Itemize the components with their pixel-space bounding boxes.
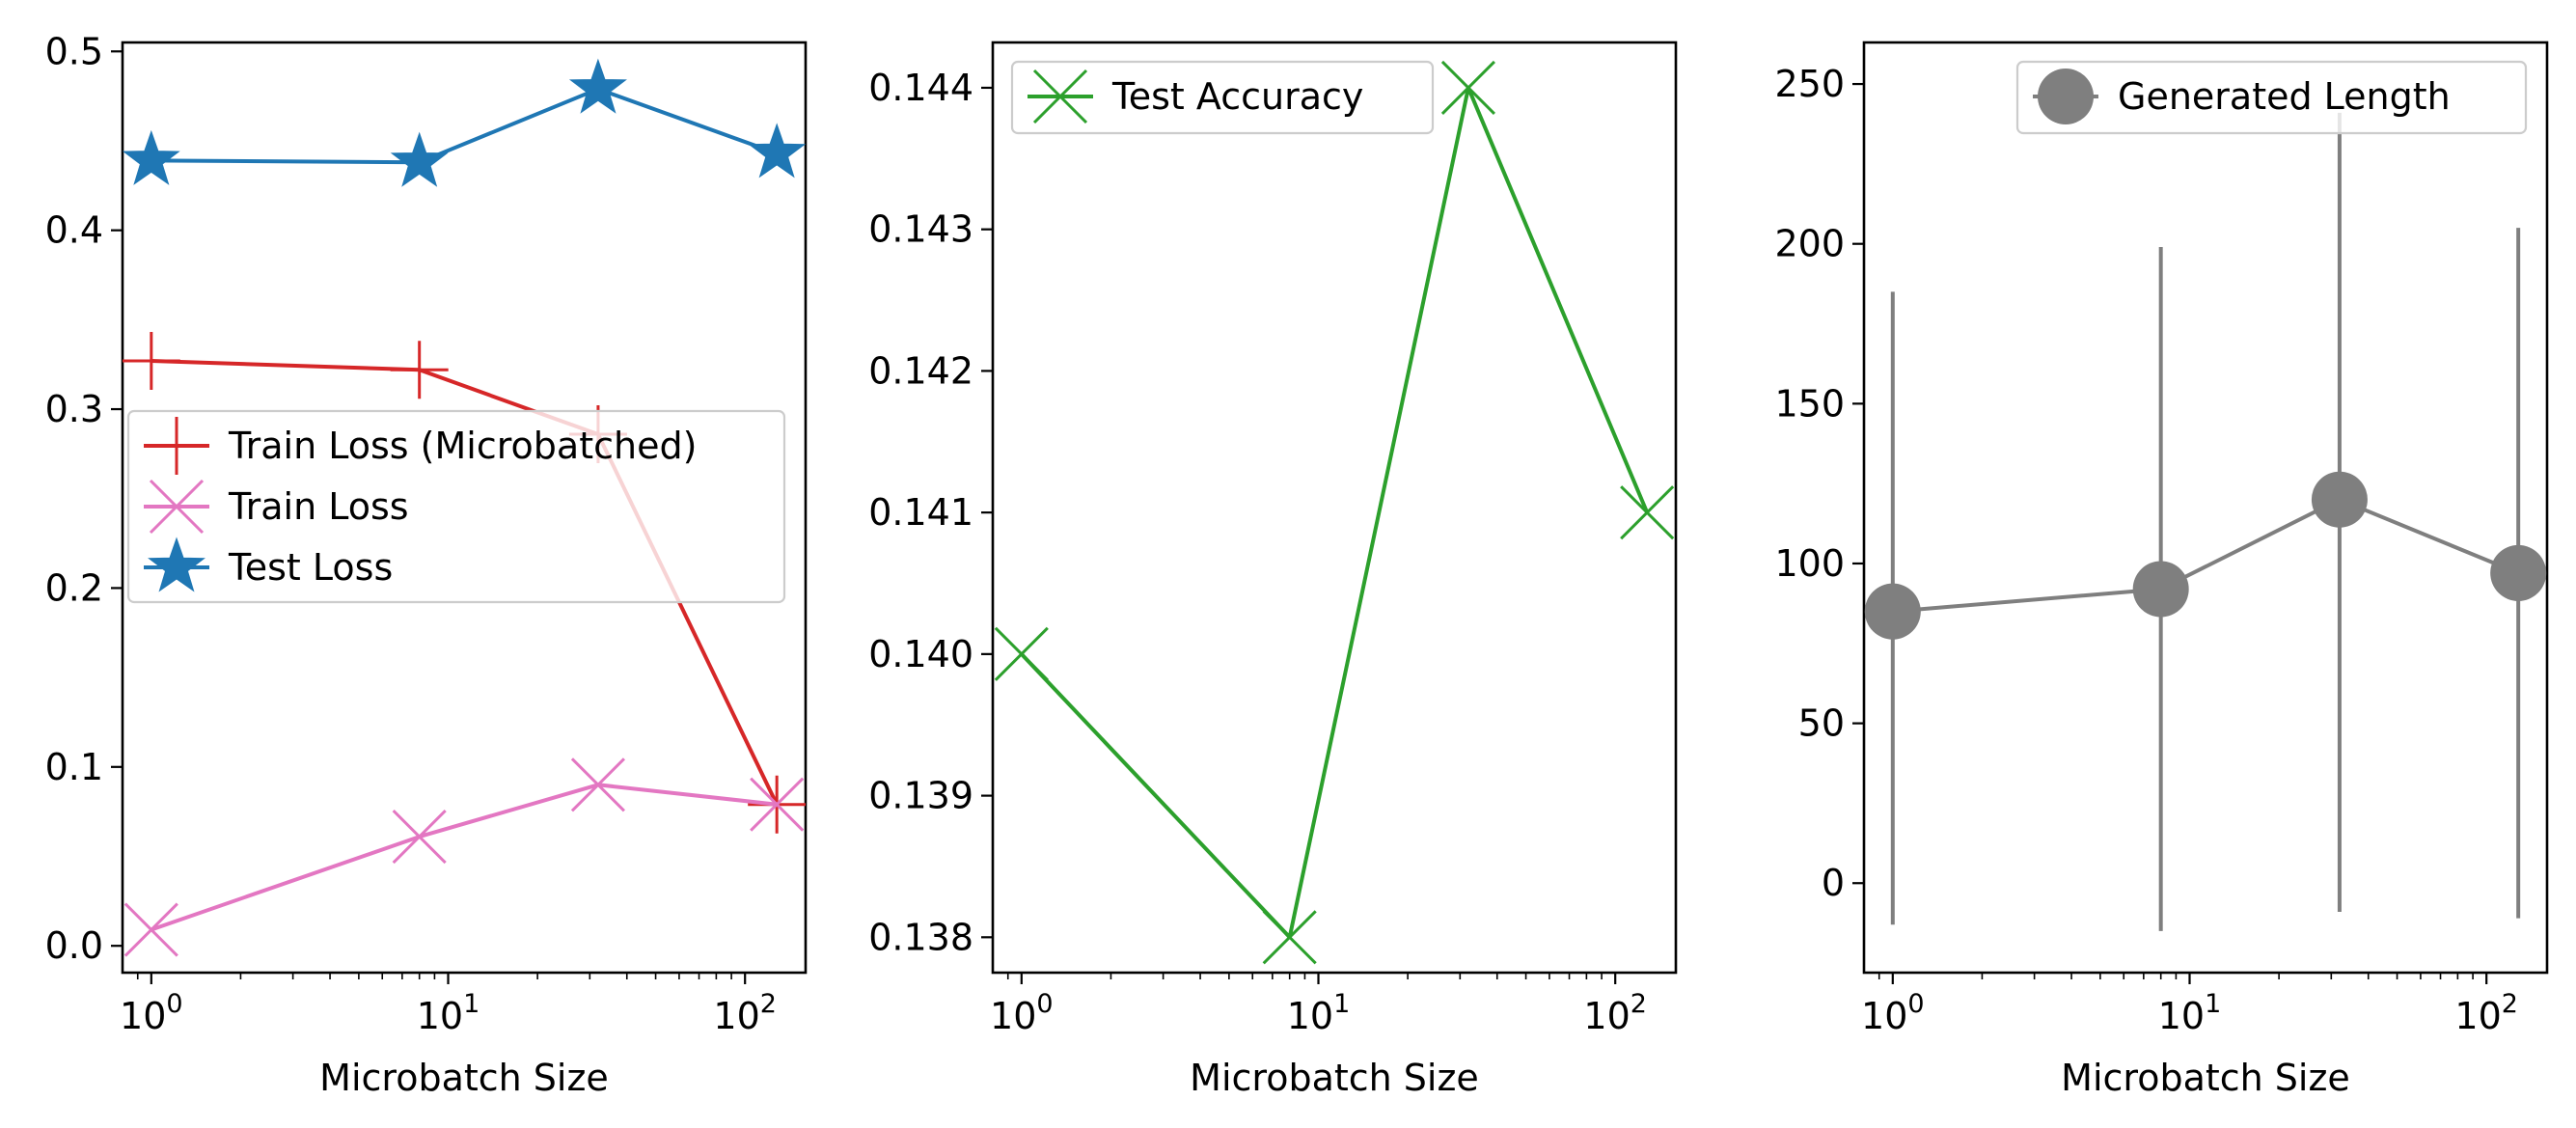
series-0: [994, 60, 1675, 965]
x-tick-label: 101: [1287, 989, 1351, 1037]
legend-label: Train Loss (Microbatched): [228, 425, 697, 467]
x-tick-label: 100: [120, 989, 183, 1037]
data-point: [750, 777, 805, 832]
series-line: [151, 87, 778, 165]
x-axis-label: Microbatch Size: [2061, 1057, 2350, 1099]
x-tick-label: 102: [2454, 989, 2518, 1037]
y-tick-label: 50: [1798, 702, 1845, 745]
data-point: [390, 131, 449, 187]
series-line: [1020, 86, 1650, 940]
y-tick-label: 0: [1822, 862, 1845, 904]
plot-frame: [1862, 41, 2549, 975]
legend-marker: [148, 536, 206, 592]
series-line: [1892, 497, 2519, 614]
data-point: [123, 331, 180, 390]
legend-box: [1010, 60, 1435, 135]
y-tick-label: 0.139: [868, 775, 973, 817]
accuracy-panel: Microbatch Size 100 101 102 0.138 0.139 0.140…: [868, 41, 1678, 1099]
data-point: [2132, 561, 2189, 618]
legend-box: [2015, 60, 2528, 135]
y-tick-label: 150: [1774, 382, 1845, 425]
data-point: [1440, 60, 1496, 116]
legend-marker: [149, 479, 205, 535]
plot-frame: [121, 41, 808, 975]
series-2: [123, 58, 806, 187]
x-tick-label: 102: [713, 989, 777, 1037]
legend-label: Test Loss: [228, 546, 393, 589]
data-point: [392, 810, 447, 865]
loss-panel: Microbatch Size 100 101 102 0.0 0.1 0.2 0.3 0.4…: [45, 30, 808, 1099]
y-tick-label: 0.4: [45, 209, 103, 252]
series-line: [151, 359, 780, 806]
y-tick-label: 0.143: [868, 208, 973, 251]
series-1: [123, 757, 805, 957]
data-point: [568, 58, 627, 114]
legend-box: [126, 409, 786, 604]
y-tick-label: 0.5: [45, 30, 103, 72]
y-tick-label: 0.138: [868, 916, 973, 958]
legend: Train Loss (Microbatched) Train Loss Test …: [126, 409, 786, 604]
legend: Test Accuracy: [1010, 60, 1435, 135]
data-point: [1864, 583, 1921, 640]
y-tick-label: 0.0: [45, 924, 103, 967]
legend: Generated Length: [2015, 60, 2528, 135]
legend-label: Generated Length: [2118, 75, 2451, 118]
y-tick-label: 0.144: [868, 67, 973, 109]
legend-label: Test Accuracy: [1111, 75, 1363, 118]
legend-marker: [1032, 69, 1088, 124]
y-tick-label: 200: [1774, 223, 1845, 265]
data-point: [570, 757, 625, 812]
data-point: [1262, 910, 1317, 965]
y-tick-label: 0.140: [868, 633, 973, 675]
data-point: [123, 902, 178, 957]
y-tick-label: 0.3: [45, 388, 103, 430]
data-point: [123, 129, 180, 185]
y-tick-label: 250: [1774, 63, 1845, 105]
y-tick-label: 0.141: [868, 491, 973, 534]
data-point: [994, 626, 1049, 681]
x-tick-label: 100: [990, 989, 1054, 1037]
data-point: [390, 341, 449, 399]
legend-marker: [2038, 69, 2094, 124]
x-axis-label: Microbatch Size: [1190, 1057, 1479, 1099]
legend-marker: [148, 417, 206, 475]
x-tick-label: 101: [417, 989, 480, 1037]
y-tick-label: 100: [1774, 542, 1845, 585]
data-point: [1620, 485, 1675, 540]
x-axis-label: Microbatch Size: [319, 1057, 609, 1099]
x-tick-label: 101: [2158, 989, 2222, 1037]
data-point: [2490, 544, 2547, 601]
generated-length-panel: Microbatch Size 100 101 102 0 50 100 150 200 250…: [1774, 41, 2549, 1099]
y-tick-label: 0.142: [868, 349, 973, 392]
y-tick-label: 0.1: [45, 746, 103, 788]
x-tick-label: 102: [1583, 989, 1647, 1037]
y-tick-label: 0.2: [45, 566, 103, 609]
data-point: [748, 123, 806, 179]
legend-label: Train Loss: [228, 485, 409, 528]
plot-frame: [991, 41, 1678, 975]
data-point: [2311, 471, 2368, 528]
series-0: [1864, 112, 2547, 931]
x-tick-label: 100: [1861, 989, 1925, 1037]
series-line: [151, 783, 778, 932]
